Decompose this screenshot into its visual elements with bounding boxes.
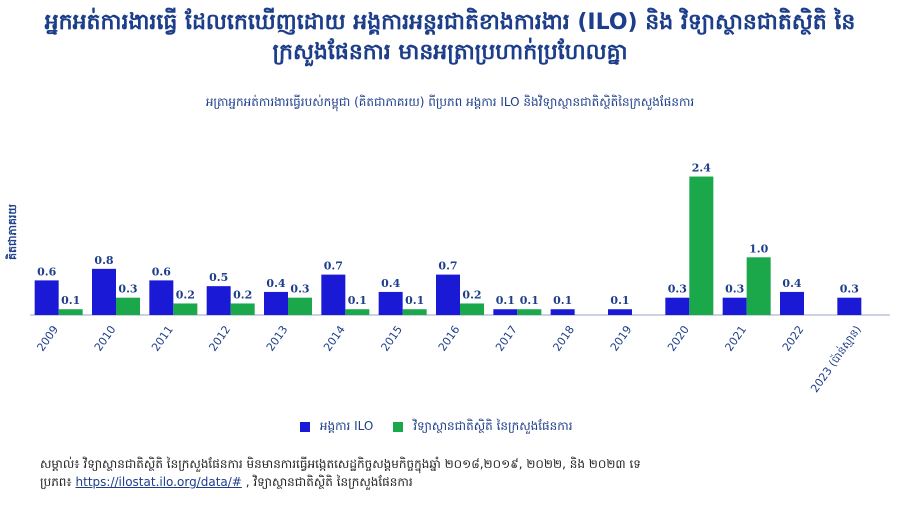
data-label-ilo-2012: 0.5 xyxy=(209,271,228,284)
data-label-nis-2021: 1.0 xyxy=(749,242,768,255)
data-label-ilo-2022: 0.4 xyxy=(782,277,801,290)
data-label-nis-2012: 0.2 xyxy=(233,288,252,301)
headline: អ្នកអត់ការងារធ្វើ ដែលកេឃើញដោយ អង្គការអន្… xyxy=(20,8,880,68)
footnote: សម្គាល់៖ វិទ្យាស្ថានជាតិស្ថិតិ នៃក្រសួងផ… xyxy=(40,455,880,491)
legend-label-nis: វិទ្យាស្ថានជាតិស្ថិតិ នៃក្រសួងផែនការ xyxy=(413,419,573,433)
x-tick-label-2023 (ប៉ាន់ស្មាន): 2023 (ប៉ាន់ស្មាន) xyxy=(807,323,863,395)
data-label-nis-2017: 0.1 xyxy=(520,294,539,307)
data-label-nis-2013: 0.3 xyxy=(290,283,309,296)
bar-ilo-2012 xyxy=(206,286,231,315)
x-tick-label-2012: 2012 xyxy=(206,323,233,353)
bar-ilo-2011 xyxy=(149,280,174,315)
note-text: វិទ្យាស្ថានជាតិស្ថិតិ នៃក្រសួងផែនការ មិន… xyxy=(83,457,641,471)
source-label: ប្រភព៖ xyxy=(40,475,72,489)
bar-ilo-2014 xyxy=(321,274,346,315)
x-tick-label-2022: 2022 xyxy=(780,323,807,353)
x-tick-label-2014: 2014 xyxy=(321,323,348,353)
bar-ilo-2010 xyxy=(92,268,116,315)
data-label-nis-2016: 0.2 xyxy=(462,288,481,301)
bar-ilo-2017 xyxy=(493,309,518,315)
bar-nis-2010 xyxy=(116,297,140,315)
data-label-nis-2014: 0.1 xyxy=(348,294,367,307)
x-tick-label-2015: 2015 xyxy=(378,323,405,353)
chart-title: អត្រាអ្នកអត់ការងារធ្វើរបស់កម្ពុជា (គិតជា… xyxy=(205,95,695,109)
data-label-nis-2009: 0.1 xyxy=(61,294,80,307)
bar-nis-2021 xyxy=(746,257,771,315)
bar-nis-2012 xyxy=(230,303,255,315)
legend-label-ilo: អង្គការ ILO xyxy=(319,419,374,433)
bar-nis-2013 xyxy=(288,297,312,315)
headline-line-1: អ្នកអត់ការងារធ្វើ ដែលកេឃើញដោយ អង្គការអន្… xyxy=(44,10,856,35)
bar-ilo-2016 xyxy=(436,274,460,315)
data-label-ilo-2011: 0.6 xyxy=(152,265,171,278)
source-rest: , វិទ្យាស្ថានជាតិស្ថិតិ នៃក្រសួងផែនការ xyxy=(245,475,413,489)
bar-nis-2015 xyxy=(402,309,427,315)
legend-swatch-nis xyxy=(393,421,404,432)
bar-nis-2017 xyxy=(517,309,542,315)
bar-ilo-2022 xyxy=(780,291,804,315)
bar-ilo-2015 xyxy=(378,291,403,315)
legend-swatch-ilo xyxy=(300,421,310,432)
x-tick-label-2010: 2010 xyxy=(92,323,119,353)
x-tick-label-2019: 2019 xyxy=(608,323,635,353)
data-label-ilo-2021: 0.3 xyxy=(725,283,744,296)
data-label-ilo-2019: 0.1 xyxy=(610,294,629,307)
bar-ilo-2021 xyxy=(722,297,747,315)
bar-ilo-2009 xyxy=(34,280,59,315)
data-label-nis-2015: 0.1 xyxy=(405,294,424,307)
bar-ilo-2018 xyxy=(550,309,575,315)
headline-line-2: ក្រសួងផែនការ មានអត្រាប្រហាក់ប្រហែលគ្នា xyxy=(272,40,628,65)
data-label-ilo-2009: 0.6 xyxy=(37,265,56,278)
bar-nis-2016 xyxy=(460,303,484,315)
data-label-ilo-2015: 0.4 xyxy=(381,277,400,290)
bar-nis-2020 xyxy=(689,176,714,315)
bar-nis-2009 xyxy=(58,309,83,315)
legend: អង្គការ ILO វិទ្យាស្ថានជាតិស្ថិតិ នៃក្រស… xyxy=(300,418,573,436)
legend-item-nis: វិទ្យាស្ថានជាតិស្ថិតិ នៃក្រសួងផែនការ xyxy=(393,418,573,436)
x-tick-label-2016: 2016 xyxy=(436,323,463,353)
x-tick-label-2009: 2009 xyxy=(34,323,61,353)
source-link[interactable]: https://ilostat.ilo.org/data/# xyxy=(75,475,242,489)
data-label-nis-2011: 0.2 xyxy=(176,288,195,301)
legend-item-ilo: អង្គការ ILO xyxy=(300,418,373,436)
bar-nis-2014 xyxy=(345,309,370,315)
x-tick-label-2021: 2021 xyxy=(722,323,749,353)
bar-chart: 0.6 0.1 2009 0.8 0.3 2010 0.6 0.2 2011 0.5 0.2 2012… xyxy=(30,162,890,395)
data-label-ilo-2013: 0.4 xyxy=(266,277,285,290)
data-label-ilo-2020: 0.3 xyxy=(668,283,687,296)
x-tick-label-2020: 2020 xyxy=(665,323,692,353)
data-label-ilo-2023 (ប៉ាន់ស្មាន): 0.3 xyxy=(840,283,859,296)
x-tick-label-2013: 2013 xyxy=(264,323,291,353)
bar-ilo-2013 xyxy=(264,291,288,315)
bar-ilo-2023 (ប៉ាន់ស្មាន) xyxy=(837,297,862,315)
data-label-ilo-2016: 0.7 xyxy=(438,260,457,273)
data-label-ilo-2017: 0.1 xyxy=(496,294,515,307)
data-label-ilo-2014: 0.7 xyxy=(324,260,343,273)
x-tick-label-2017: 2017 xyxy=(493,323,520,353)
bar-ilo-2019 xyxy=(608,309,632,315)
data-label-ilo-2010: 0.8 xyxy=(94,254,113,267)
x-tick-label-2011: 2011 xyxy=(149,323,176,353)
data-label-nis-2020: 2.4 xyxy=(692,162,711,175)
bar-nis-2011 xyxy=(173,303,198,315)
data-label-nis-2010: 0.3 xyxy=(118,283,137,296)
bar-ilo-2020 xyxy=(665,297,690,315)
x-tick-label-2018: 2018 xyxy=(550,323,577,353)
data-label-ilo-2018: 0.1 xyxy=(553,294,572,307)
note-label: សម្គាល់៖ xyxy=(40,457,80,471)
